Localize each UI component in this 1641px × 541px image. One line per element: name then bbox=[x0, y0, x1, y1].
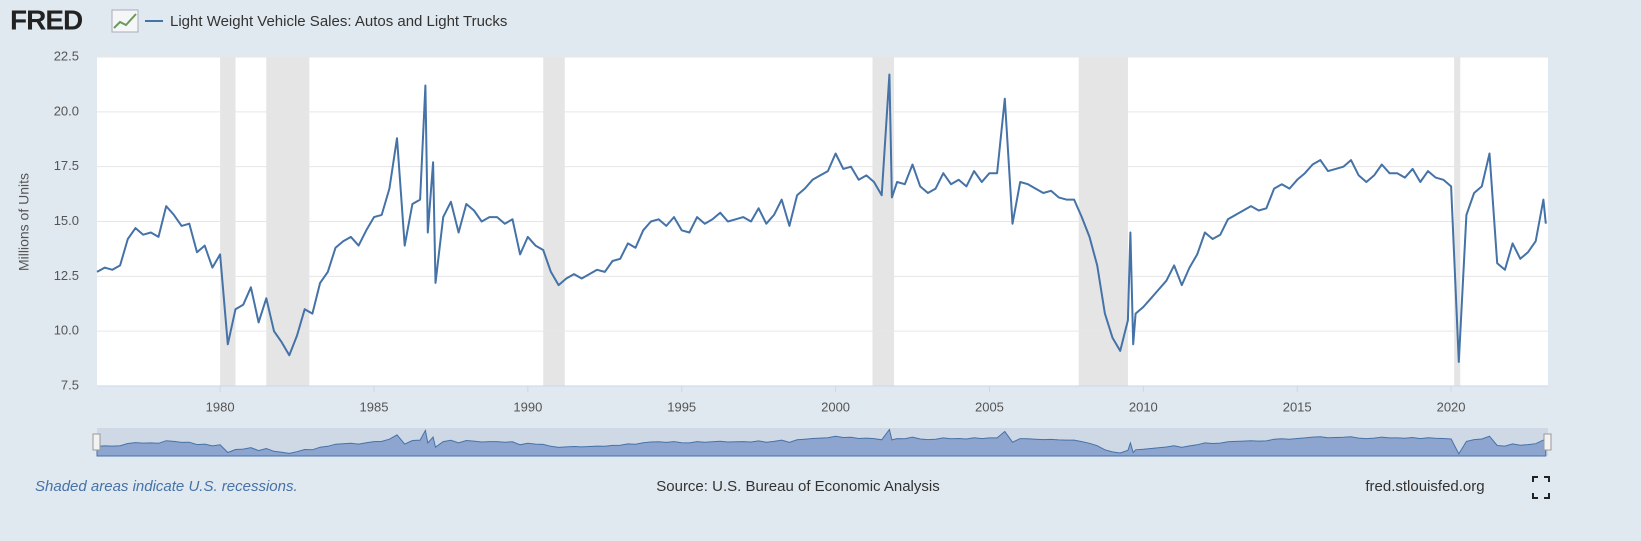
x-tick-label: 1980 bbox=[206, 399, 235, 414]
navigator-handle[interactable] bbox=[1543, 433, 1552, 451]
x-tick-label: 2020 bbox=[1437, 399, 1466, 414]
y-axis-label: Millions of Units bbox=[16, 173, 32, 271]
y-tick-label: 22.5 bbox=[54, 48, 79, 63]
logo-icon bbox=[111, 9, 139, 33]
navigator-handle[interactable] bbox=[92, 433, 101, 451]
x-tick-label: 1995 bbox=[667, 399, 696, 414]
x-tick-label: 2000 bbox=[821, 399, 850, 414]
logo-icon-line bbox=[113, 13, 137, 29]
series-line bbox=[96, 73, 1547, 363]
y-tick-label: 10.0 bbox=[54, 323, 79, 338]
source: Source: U.S. Bureau of Economic Analysis bbox=[656, 478, 939, 495]
fullscreen-button[interactable] bbox=[1532, 476, 1550, 499]
y-tick-label: 20.0 bbox=[54, 103, 79, 118]
y-tick-label: 15.0 bbox=[54, 213, 79, 228]
y-tick-label: 12.5 bbox=[54, 268, 79, 283]
site[interactable]: fred.stlouisfed.org bbox=[1365, 478, 1484, 495]
x-tick-label: 1990 bbox=[513, 399, 542, 414]
x-tick-label: 2015 bbox=[1283, 399, 1312, 414]
logo: FRED bbox=[10, 4, 83, 35]
legend-label: Light Weight Vehicle Sales: Autos and Li… bbox=[170, 13, 507, 30]
recession-note: Shaded areas indicate U.S. recessions. bbox=[35, 478, 298, 495]
x-tick-label: 1985 bbox=[360, 399, 389, 414]
y-tick-label: 7.5 bbox=[61, 377, 79, 392]
y-tick-label: 17.5 bbox=[54, 158, 79, 173]
x-tick-label: 2005 bbox=[975, 399, 1004, 414]
x-tick-label: 2010 bbox=[1129, 399, 1158, 414]
navigator-area bbox=[96, 428, 1547, 457]
